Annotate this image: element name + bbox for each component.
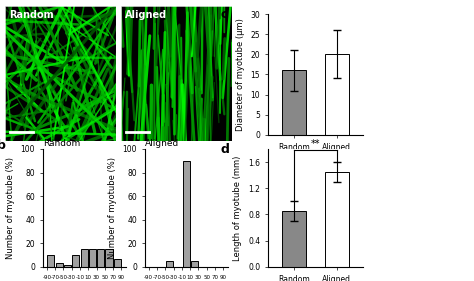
Text: Aligned: Aligned — [145, 139, 179, 148]
Text: **: ** — [310, 139, 320, 149]
Text: d: d — [220, 143, 229, 156]
Bar — [97, 249, 104, 267]
Y-axis label: Number of myotube (%): Number of myotube (%) — [6, 157, 15, 259]
Text: a: a — [2, 0, 11, 3]
Text: Random: Random — [9, 10, 54, 20]
Bar — [106, 249, 112, 267]
Text: b: b — [0, 139, 6, 153]
Bar — [73, 255, 79, 267]
Y-axis label: Number of myotube (%): Number of myotube (%) — [108, 157, 117, 259]
Bar — [56, 263, 63, 267]
Y-axis label: Length of myotube (mm): Length of myotube (mm) — [234, 155, 243, 261]
Bar — [89, 249, 96, 267]
Text: Aligned: Aligned — [125, 10, 167, 20]
Bar — [166, 261, 173, 267]
Bar — [182, 161, 190, 267]
Bar — [114, 259, 121, 267]
Bar — [325, 172, 348, 267]
Y-axis label: Diameter of myotube (μm): Diameter of myotube (μm) — [236, 18, 245, 131]
Bar — [81, 249, 88, 267]
Bar — [282, 71, 306, 135]
Bar — [325, 54, 348, 135]
Text: Random: Random — [43, 139, 80, 148]
Bar — [282, 211, 306, 267]
Text: c: c — [220, 8, 228, 21]
Bar — [64, 265, 71, 267]
Bar — [191, 261, 198, 267]
Bar — [47, 255, 55, 267]
